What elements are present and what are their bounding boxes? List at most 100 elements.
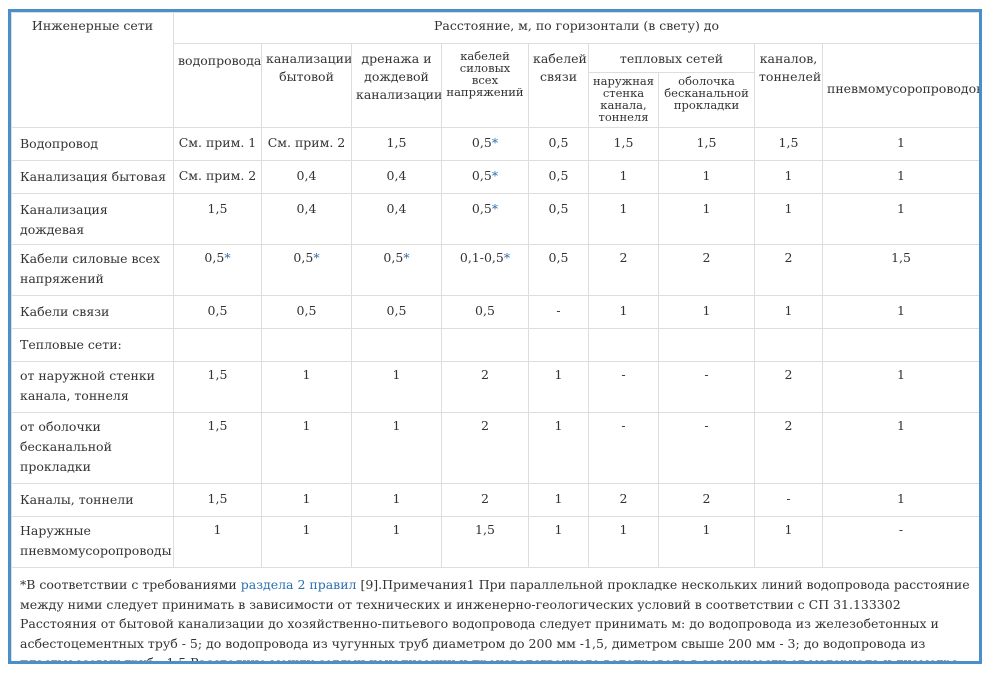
table-row: Кабели связи 0,5 0,5 0,5 0,5 - 1 1 1 1 (11, 295, 979, 329)
cell-value: 1 (302, 418, 311, 433)
cell-value: 1 (213, 522, 222, 537)
cell-value: 1,5 (778, 135, 799, 150)
table-cell: См. прим. 2 (173, 160, 262, 194)
table-cell: 1 (173, 516, 262, 568)
table-frame: Инженерные сети Расстояние, м, по горизо… (8, 9, 982, 664)
table-cell (658, 328, 755, 362)
table-cell: 0,4 (261, 193, 352, 245)
cell-value: 1,5 (386, 135, 407, 150)
footnote-star: * (313, 250, 320, 265)
table-cell (528, 328, 589, 362)
row-header: Водопровод (11, 127, 174, 161)
table-cell: 1 (588, 160, 659, 194)
cell-value: 0,5 (548, 168, 569, 183)
table-cell: 2 (754, 412, 823, 484)
table-cell: 0,5* (441, 193, 529, 245)
table-cell: 2 (441, 361, 529, 413)
table-cell: См. прим. 2 (261, 127, 352, 161)
rules-link[interactable]: раздела 2 правил (240, 577, 357, 592)
table-cell: 1,5 (821, 244, 979, 296)
cell-value: 0,5 (296, 303, 317, 318)
table-cell: 0,4 (351, 160, 442, 194)
cell-value: 1 (554, 418, 563, 433)
table-cell: 1 (821, 361, 979, 413)
cell-value: 1,5 (207, 418, 228, 433)
cell-value: 0,5 (548, 250, 569, 265)
table-cell: 2 (441, 412, 529, 484)
cell-value: 1 (302, 367, 311, 382)
table-cell: 0,4 (261, 160, 352, 194)
table-cell: 0,5* (351, 244, 442, 296)
table-cell: 1 (351, 483, 442, 517)
table-cell (588, 328, 659, 362)
table-cell: 1 (351, 516, 442, 568)
table-cell: - (658, 361, 755, 413)
cell-value: 0,5 (471, 135, 492, 150)
cell-value: 1,5 (207, 367, 228, 382)
table-cell: 0,5 (528, 127, 589, 161)
cell-value: 2 (702, 491, 711, 506)
table-cell: 1 (821, 483, 979, 517)
table-cell: 0,5 (528, 193, 589, 245)
cell-value: - (898, 522, 904, 537)
table-cell (821, 328, 979, 362)
footnote-star: * (491, 168, 499, 183)
cell-value: 0,5 (207, 303, 228, 318)
table-cell: - (754, 483, 823, 517)
table-cell: 0,5* (441, 127, 529, 161)
cell-value: 2 (481, 418, 489, 433)
footnote-star: * (503, 250, 511, 265)
table-cell: - (821, 516, 979, 568)
cell-value: 2 (784, 367, 793, 382)
cell-value: 0,4 (296, 201, 317, 216)
cell-value: 1 (554, 491, 563, 506)
table-cell: 2 (441, 483, 529, 517)
table-cell: 1 (821, 295, 979, 329)
cell-value: 0,5 (471, 168, 492, 183)
table-cell: 1 (821, 412, 979, 484)
cell-value: 2 (481, 491, 489, 506)
cell-value: 0,5 (204, 250, 225, 265)
table-cell: 0,5* (261, 244, 352, 296)
cell-value: 1,5 (475, 522, 495, 537)
cell-value: 1 (702, 303, 711, 318)
cell-value: 0,1-0,5 (459, 250, 504, 265)
table-cell: 1 (528, 412, 589, 484)
cell-value: 0,5 (293, 250, 314, 265)
table-cell: 0,5* (173, 244, 262, 296)
table-cell: 1 (528, 361, 589, 413)
cell-value: 1,5 (696, 135, 717, 150)
cell-value: 1 (897, 201, 905, 216)
cell-value: 1 (897, 303, 905, 318)
corner-header: Инженерные сети (11, 12, 174, 128)
table-row: от наружной стенки канала, тоннеля 1,5 1 1 2… (11, 361, 979, 413)
row-header: от наружной стенки канала, тоннеля (11, 361, 174, 413)
table-cell (261, 328, 352, 362)
table-cell: 1,5 (658, 127, 755, 161)
table-cell: 1 (658, 193, 755, 245)
table-cell: - (658, 412, 755, 484)
table-cell: 1,5 (754, 127, 823, 161)
cell-value: 1,5 (613, 135, 634, 150)
cell-value: 1 (619, 201, 628, 216)
footnote-prefix: *В соответствии с требованиями (20, 577, 241, 592)
col-header-water: водопровода (173, 43, 262, 128)
table-cell: 1 (261, 412, 352, 484)
cell-value: См. прим. 1 (178, 135, 257, 150)
table-cell: 0,5 (528, 160, 589, 194)
cell-value: 1 (784, 303, 793, 318)
cell-value: - (704, 367, 709, 382)
table-cell: 1 (658, 295, 755, 329)
cell-value: 0,5 (475, 303, 495, 318)
table-cell: 1 (821, 127, 979, 161)
col-header-channels: каналов, тоннелей (754, 43, 823, 128)
table-cell: 1 (528, 483, 589, 517)
col-header-heat-ductless: оболочка бесканальной прокладки (658, 72, 755, 128)
table-row: Тепловые сети: (11, 328, 979, 362)
col-header-cables-power: кабелей силовых всех напряжений (441, 43, 529, 128)
table-cell: 2 (588, 244, 659, 296)
cell-value: 1 (784, 522, 793, 537)
footnote: *В соответствии с требованиями раздела 2… (11, 567, 979, 661)
row-header: Канализация бытовая (11, 160, 174, 194)
table-cell: 1 (658, 516, 755, 568)
